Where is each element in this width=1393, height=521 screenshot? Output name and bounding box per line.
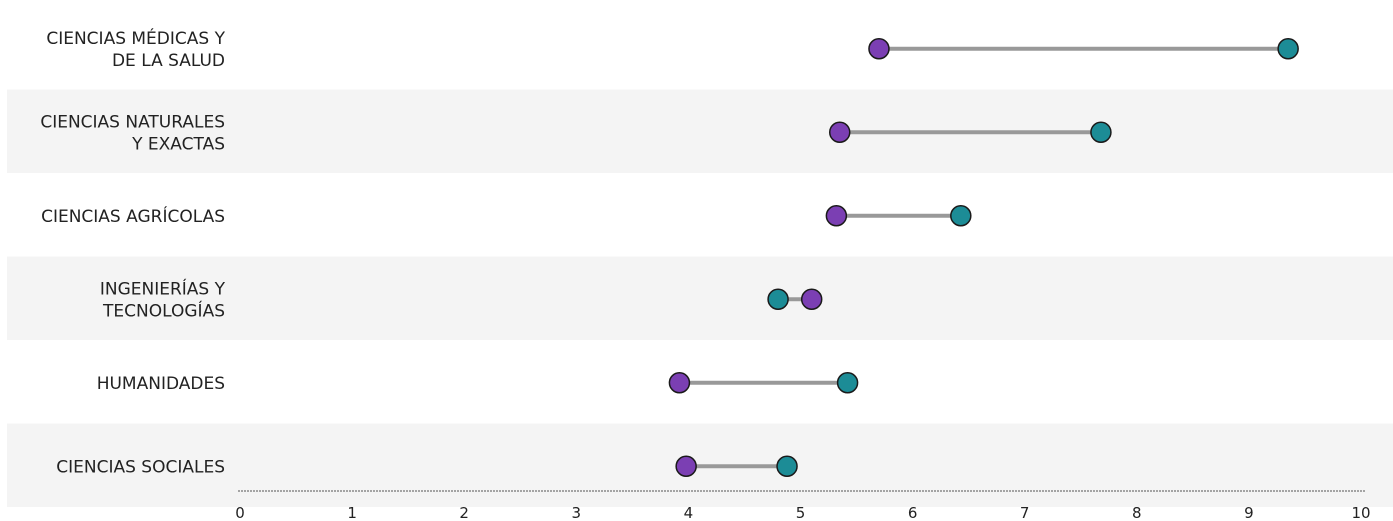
category-labels: CIENCIAS MÉDICAS Y DE LA SALUD CIENCIAS NA… [40, 27, 225, 478]
x-tick-label: 7 [1020, 504, 1030, 521]
marker-series-a [800, 288, 823, 310]
row-band [7, 89, 1393, 173]
x-tick-label: 0 [235, 504, 245, 521]
category-label-line: CIENCIAS NATURALES [40, 112, 225, 132]
marker-series-b [950, 205, 972, 227]
data-markers [668, 38, 1299, 477]
marker-series-b [1277, 38, 1299, 60]
marker-series-b [767, 288, 789, 310]
row-bands [7, 89, 1393, 507]
x-tick-label: 1 [347, 504, 357, 521]
marker-series-a [668, 372, 691, 394]
x-tick-label: 6 [908, 504, 918, 521]
category-label: INGENIERÍAS Y TECNOLOGÍAS [100, 277, 226, 321]
marker-series-b [776, 455, 798, 477]
x-tick-label: 9 [1244, 504, 1254, 521]
category-label-line: TECNOLOGÍAS [102, 299, 225, 321]
category-label: CIENCIAS SOCIALES [56, 457, 225, 477]
connector-lines [679, 46, 1289, 469]
x-tick-label: 5 [796, 504, 806, 521]
x-tick-label: 10 [1351, 504, 1370, 521]
category-label: CIENCIAS NATURALES Y EXACTAS [40, 112, 225, 154]
x-tick-label: 8 [1132, 504, 1142, 521]
category-label-line: CIENCIAS AGRÍCOLAS [41, 205, 225, 227]
category-label: CIENCIAS AGRÍCOLAS [41, 205, 225, 227]
category-label: CIENCIAS MÉDICAS Y DE LA SALUD [46, 27, 225, 71]
category-label-line: INGENIERÍAS Y [100, 277, 226, 299]
category-label-line: CIENCIAS SOCIALES [56, 457, 225, 477]
category-label-line: DE LA SALUD [112, 51, 225, 71]
row-band [7, 256, 1393, 340]
x-tick-label: 3 [572, 504, 582, 521]
category-label-line: HUMANIDADES [97, 374, 225, 394]
marker-series-b [836, 372, 859, 394]
x-axis: 0 1 2 3 4 5 6 7 8 9 10 [235, 490, 1371, 521]
marker-series-a [675, 455, 697, 477]
x-tick-label: 2 [459, 504, 469, 521]
category-label-line: Y EXACTAS [131, 134, 225, 154]
marker-series-a [828, 121, 851, 143]
category-label-line: CIENCIAS MÉDICAS Y [46, 27, 225, 49]
marker-series-a [825, 205, 848, 227]
x-tick-label: 4 [684, 504, 694, 521]
category-label: HUMANIDADES [97, 374, 225, 394]
marker-series-b [1090, 121, 1112, 143]
marker-series-a [868, 38, 890, 60]
